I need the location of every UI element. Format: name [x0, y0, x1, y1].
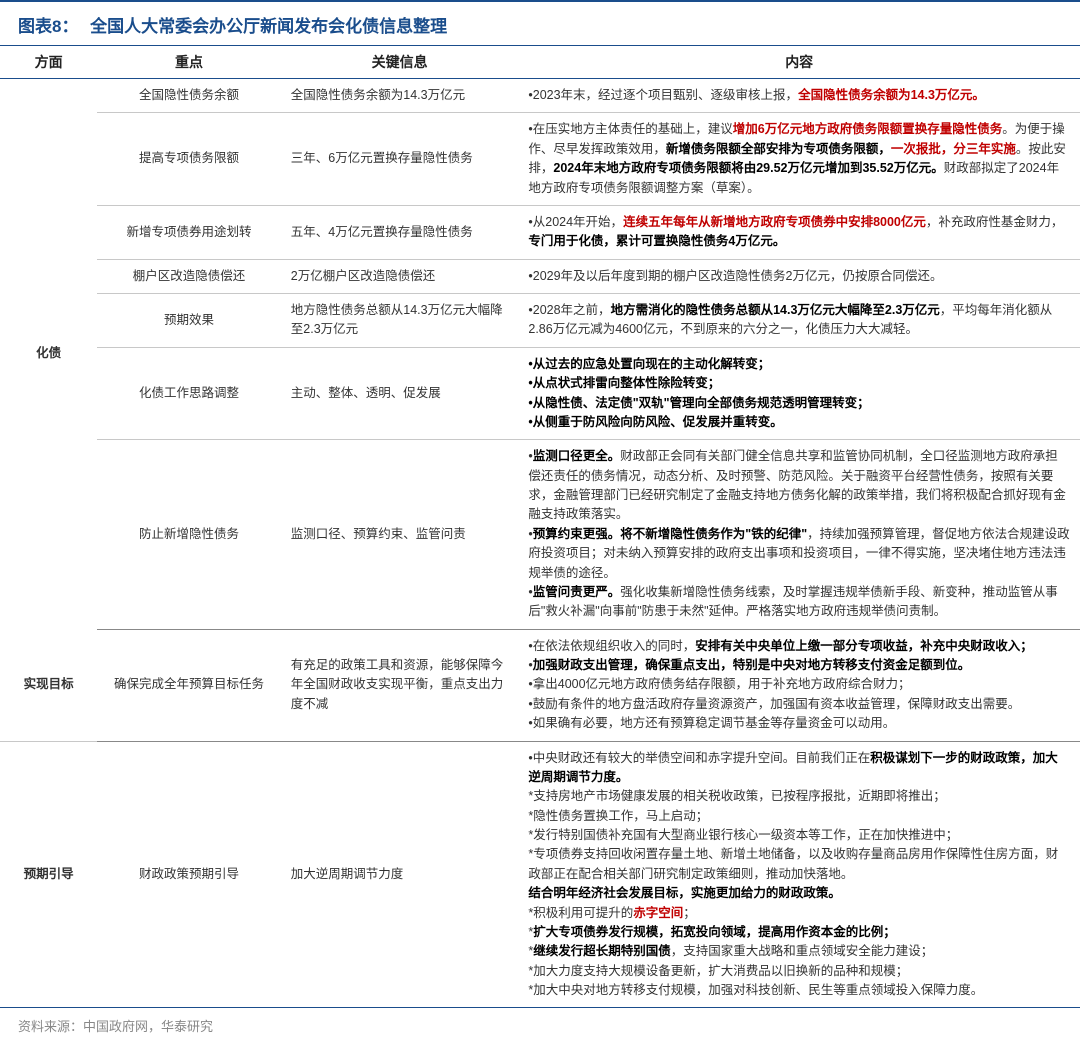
table-body: 化债全国隐性债务余额全国隐性债务余额为14.3万亿元•2023年末，经过逐个项目…: [0, 79, 1080, 1008]
debt-info-table: 方面 重点 关键信息 内容 化债全国隐性债务余额全国隐性债务余额为14.3万亿元…: [0, 45, 1080, 1008]
cell-content: •在压实地方主体责任的基础上，建议增加6万亿元地方政府债务限额置换存量隐性债务。…: [518, 113, 1080, 206]
table-row: 实现目标确保完成全年预算目标任务有充足的政策工具和资源，能够保障今年全国财政收支…: [0, 629, 1080, 741]
col-content: 内容: [518, 46, 1080, 79]
table-row: 预期效果地方隐性债务总额从14.3万亿元大幅降至2.3万亿元•2028年之前，地…: [0, 294, 1080, 348]
cell-point: 防止新增隐性债务: [97, 440, 281, 629]
cell-point: 确保完成全年预算目标任务: [97, 629, 281, 741]
cell-point: 新增专项债券用途划转: [97, 205, 281, 259]
source-citation: 资料来源：中国政府网，华泰研究: [0, 1008, 1080, 1047]
cell-content: •从过去的应急处置向现在的主动化解转变；•从点状式排雷向整体性除险转变；•从隐性…: [518, 347, 1080, 440]
table-row: 化债全国隐性债务余额全国隐性债务余额为14.3万亿元•2023年末，经过逐个项目…: [0, 79, 1080, 113]
cell-aspect: 化债: [0, 79, 97, 630]
cell-content: •监测口径更全。财政部正会同有关部门健全信息共享和监管协同机制，全口径监测地方政…: [518, 440, 1080, 629]
cell-key: 有充足的政策工具和资源，能够保障今年全国财政收支实现平衡，重点支出力度不减: [281, 629, 519, 741]
cell-content: •在依法依规组织收入的同时，安排有关中央单位上缴一部分专项收益，补充中央财政收入…: [518, 629, 1080, 741]
cell-point: 化债工作思路调整: [97, 347, 281, 440]
cell-point: 财政政策预期引导: [97, 741, 281, 1008]
chart-title-bar: 图表8： 全国人大常委会办公厅新闻发布会化债信息整理: [0, 0, 1080, 45]
cell-point: 棚户区改造隐债偿还: [97, 259, 281, 293]
col-key: 关键信息: [281, 46, 519, 79]
cell-key: 地方隐性债务总额从14.3万亿元大幅降至2.3万亿元: [281, 294, 519, 348]
cell-key: 全国隐性债务余额为14.3万亿元: [281, 79, 519, 113]
cell-key: 三年、6万亿元置换存量隐性债务: [281, 113, 519, 206]
table-row: 化债工作思路调整主动、整体、透明、促发展•从过去的应急处置向现在的主动化解转变；…: [0, 347, 1080, 440]
cell-key: 加大逆周期调节力度: [281, 741, 519, 1008]
cell-aspect: 实现目标: [0, 629, 97, 741]
cell-point: 全国隐性债务余额: [97, 79, 281, 113]
table-row: 提高专项债务限额三年、6万亿元置换存量隐性债务•在压实地方主体责任的基础上，建议…: [0, 113, 1080, 206]
table-row: 新增专项债券用途划转五年、4万亿元置换存量隐性债务•从2024年开始，连续五年每…: [0, 205, 1080, 259]
cell-key: 主动、整体、透明、促发展: [281, 347, 519, 440]
cell-content: •中央财政还有较大的举债空间和赤字提升空间。目前我们正在积极谋划下一步的财政政策…: [518, 741, 1080, 1008]
cell-content: •2023年末，经过逐个项目甄别、逐级审核上报，全国隐性债务余额为14.3万亿元…: [518, 79, 1080, 113]
cell-point: 预期效果: [97, 294, 281, 348]
cell-content: •2029年及以后年度到期的棚户区改造隐性债务2万亿元，仍按原合同偿还。: [518, 259, 1080, 293]
chart-number: 图表8：: [18, 17, 78, 36]
cell-key: 监测口径、预算约束、监管问责: [281, 440, 519, 629]
table-row: 防止新增隐性债务监测口径、预算约束、监管问责•监测口径更全。财政部正会同有关部门…: [0, 440, 1080, 629]
cell-aspect: 预期引导: [0, 741, 97, 1008]
cell-content: •2028年之前，地方需消化的隐性债务总额从14.3万亿元大幅降至2.3万亿元，…: [518, 294, 1080, 348]
table-row: 预期引导财政政策预期引导加大逆周期调节力度•中央财政还有较大的举债空间和赤字提升…: [0, 741, 1080, 1008]
cell-key: 2万亿棚户区改造隐债偿还: [281, 259, 519, 293]
chart-title: 全国人大常委会办公厅新闻发布会化债信息整理: [90, 17, 447, 36]
col-aspect: 方面: [0, 46, 97, 79]
cell-key: 五年、4万亿元置换存量隐性债务: [281, 205, 519, 259]
table-row: 棚户区改造隐债偿还2万亿棚户区改造隐债偿还•2029年及以后年度到期的棚户区改造…: [0, 259, 1080, 293]
cell-content: •从2024年开始，连续五年每年从新增地方政府专项债券中安排8000亿元，补充政…: [518, 205, 1080, 259]
chart-container: 图表8： 全国人大常委会办公厅新闻发布会化债信息整理 方面 重点 关键信息 内容…: [0, 0, 1080, 1047]
table-header-row: 方面 重点 关键信息 内容: [0, 46, 1080, 79]
cell-point: 提高专项债务限额: [97, 113, 281, 206]
col-point: 重点: [97, 46, 281, 79]
